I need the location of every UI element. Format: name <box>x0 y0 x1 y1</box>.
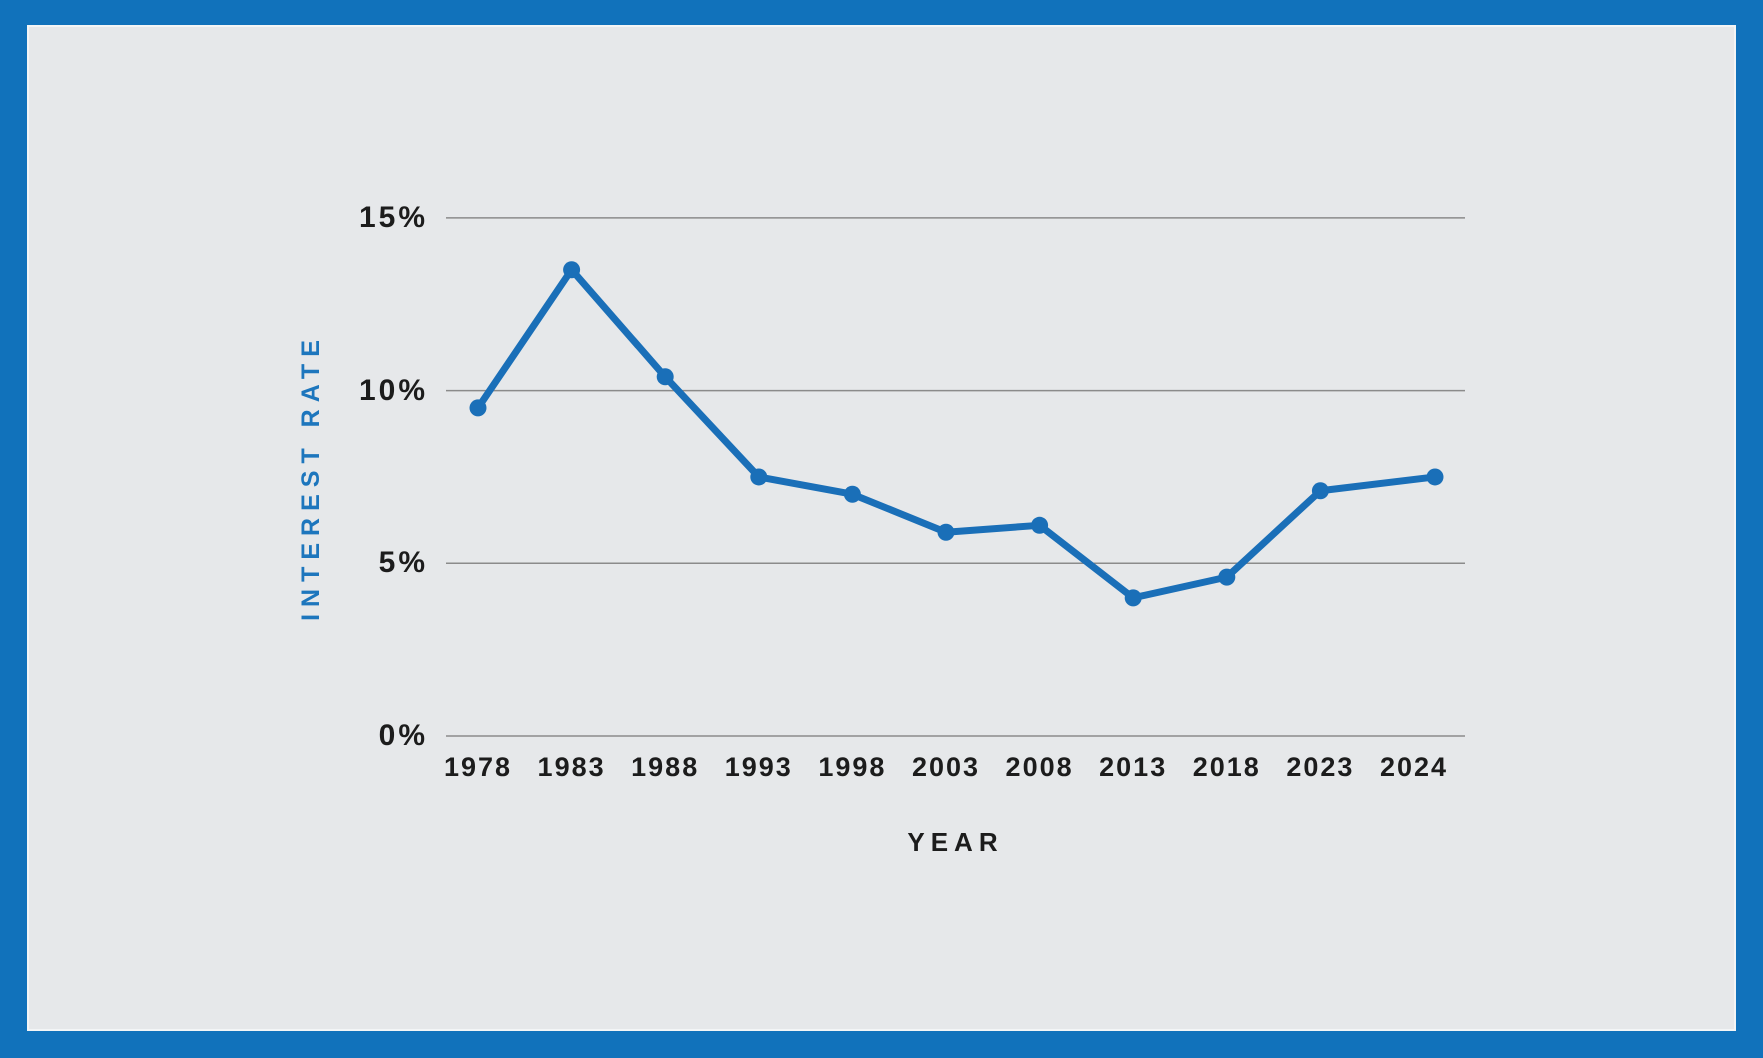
x-tick-label: 1988 <box>631 752 700 782</box>
x-tick-label: 2023 <box>1286 752 1355 782</box>
x-tick-label: 1983 <box>537 752 606 782</box>
x-axis-title: YEAR <box>907 827 1004 857</box>
y-tick-label: 15% <box>358 200 428 234</box>
x-tick-label: 2003 <box>911 752 981 782</box>
y-tick-label: 10% <box>358 373 428 407</box>
y-axis-title: INTEREST RATE <box>297 333 325 621</box>
y-tick-label: 5% <box>378 546 428 580</box>
x-tick-label: 2024 <box>1379 752 1449 782</box>
x-tick-label: 1993 <box>724 752 793 782</box>
x-tick-label: 2008 <box>1005 752 1074 782</box>
y-tick-label: 0% <box>378 719 428 752</box>
x-tick-label: 2013 <box>1099 752 1168 782</box>
x-tick-label: 1998 <box>818 752 887 782</box>
x-tick-label: 1978 <box>443 752 513 782</box>
x-tick-label: 2018 <box>1192 752 1261 782</box>
